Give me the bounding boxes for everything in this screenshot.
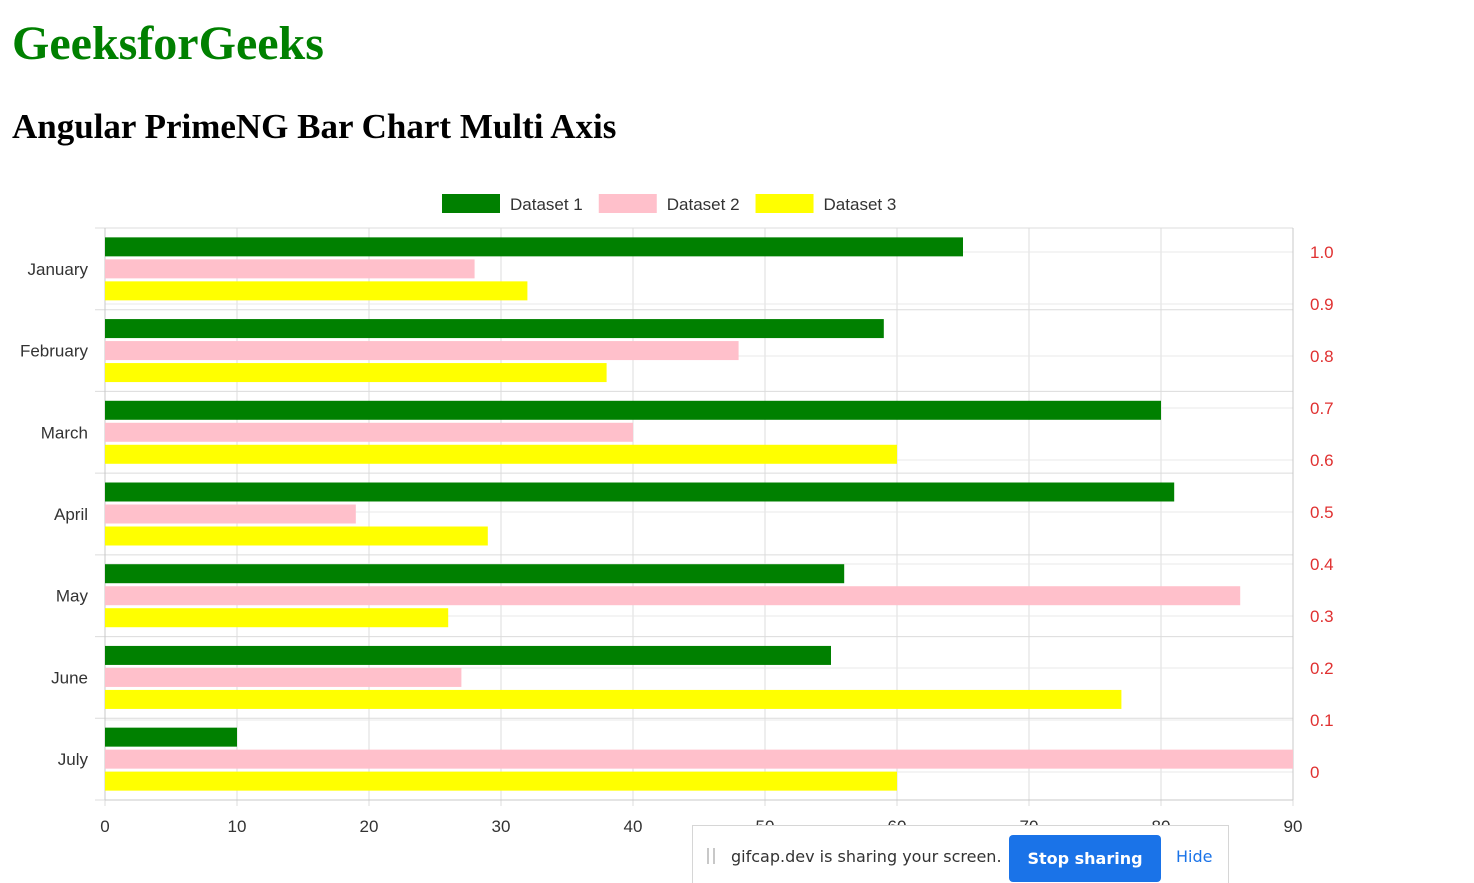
legend-label: Dataset 3 [824, 195, 897, 214]
x-tick-label: 10 [228, 817, 247, 836]
bar-dataset-2 [105, 504, 356, 524]
legend-swatch [442, 194, 500, 213]
bar-dataset-1 [105, 237, 963, 257]
bar-dataset-1 [105, 645, 831, 665]
bar-dataset-3 [105, 608, 449, 628]
y-tick-label: April [54, 505, 88, 524]
bar-dataset-3 [105, 444, 897, 464]
bar-dataset-2 [105, 259, 475, 279]
bar-dataset-1 [105, 400, 1161, 420]
stop-sharing-button[interactable]: Stop sharing [1009, 835, 1161, 882]
x-tick-label: 40 [624, 817, 643, 836]
y2-tick-label: 1.0 [1310, 243, 1334, 262]
legend-label: Dataset 2 [667, 195, 740, 214]
x-tick-label: 90 [1284, 817, 1303, 836]
bar-dataset-1 [105, 564, 845, 584]
x-tick-label: 20 [360, 817, 379, 836]
y2-tick-label: 0.8 [1310, 347, 1334, 366]
legend-label: Dataset 1 [510, 195, 583, 214]
y2-tick-label: 0.6 [1310, 451, 1334, 470]
bar-dataset-2 [105, 749, 1293, 769]
screen-share-bar: gifcap.dev is sharing your screen. Stop … [692, 825, 1229, 883]
bar-chart: 01020304050607080901.00.90.80.70.60.50.4… [20, 194, 1334, 836]
y2-tick-label: 0.5 [1310, 503, 1334, 522]
bar-dataset-1 [105, 482, 1175, 502]
hide-button[interactable]: Hide [1176, 847, 1213, 866]
y2-tick-label: 0.4 [1310, 555, 1334, 574]
y2-tick-label: 0.9 [1310, 295, 1334, 314]
x-tick-label: 30 [492, 817, 511, 836]
y-tick-label: January [28, 260, 89, 279]
bar-dataset-3 [105, 281, 528, 301]
y-tick-label: July [58, 750, 89, 769]
bar-dataset-3 [105, 363, 607, 383]
legend-swatch [598, 194, 657, 213]
y-tick-label: March [41, 423, 88, 442]
brand-title: GeeksforGeeks [12, 17, 324, 70]
y-tick-label: February [20, 342, 89, 361]
legend-swatch [755, 194, 814, 213]
drag-handle-icon[interactable] [707, 848, 715, 864]
bar-dataset-2 [105, 667, 462, 687]
y2-tick-label: 0.3 [1310, 607, 1334, 626]
y2-tick-label: 0.1 [1310, 711, 1334, 730]
page-heading: Angular PrimeNG Bar Chart Multi Axis [12, 107, 617, 146]
bar-dataset-2 [105, 586, 1241, 606]
x-tick-label: 0 [100, 817, 109, 836]
bar-dataset-3 [105, 771, 897, 791]
bar-dataset-1 [105, 319, 884, 339]
y-tick-label: May [56, 587, 89, 606]
y2-tick-label: 0.2 [1310, 659, 1334, 678]
bar-dataset-1 [105, 727, 237, 747]
bar-dataset-3 [105, 526, 488, 546]
y-tick-label: June [51, 668, 88, 687]
bar-dataset-3 [105, 689, 1122, 709]
share-message: gifcap.dev is sharing your screen. [731, 847, 1002, 866]
y2-tick-label: 0.7 [1310, 399, 1334, 418]
bar-dataset-2 [105, 422, 633, 442]
bar-dataset-2 [105, 341, 739, 361]
y2-tick-label: 0 [1310, 763, 1319, 782]
